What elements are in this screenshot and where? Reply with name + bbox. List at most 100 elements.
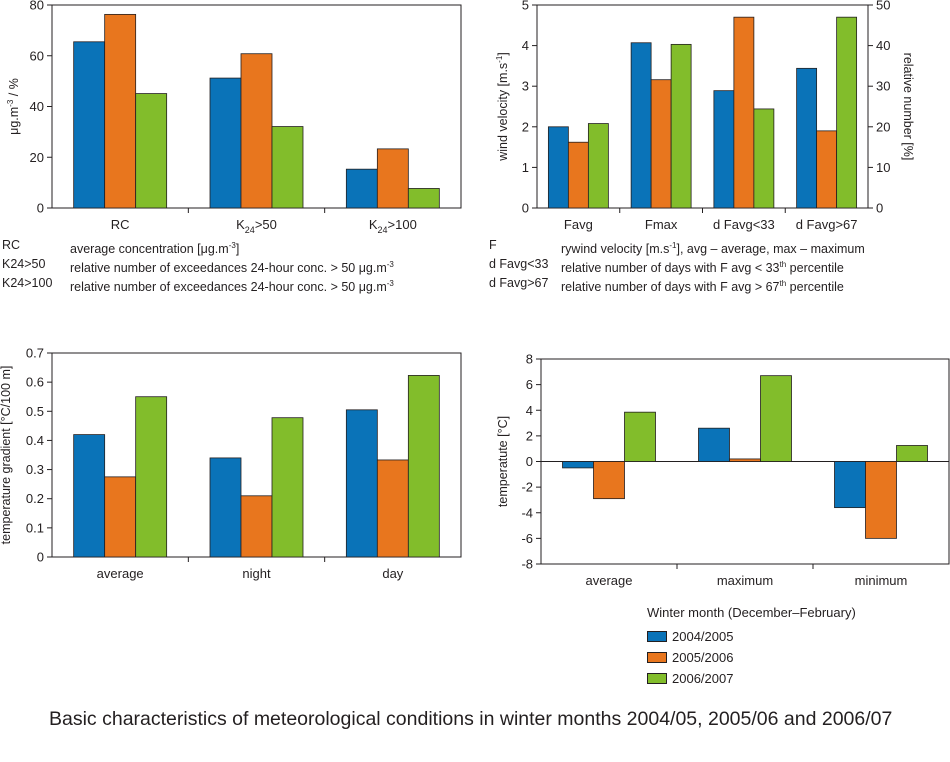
bar — [271, 417, 304, 558]
x-category-label: night — [242, 566, 271, 581]
note-text: relative number of days with F avg > 67t… — [561, 279, 844, 295]
bar — [760, 375, 792, 462]
x-category-label: average — [586, 573, 633, 588]
y2-tick-label: 40 — [876, 38, 890, 53]
y-tick-label: 0 — [526, 454, 533, 469]
bar — [376, 148, 409, 209]
bar — [407, 375, 440, 558]
y-tick-label: 6 — [526, 377, 533, 392]
note-text: relative number of exceedances 24-hour c… — [70, 279, 394, 295]
bar — [135, 93, 168, 209]
bar — [547, 126, 569, 209]
x-category-label: minimum — [855, 573, 908, 588]
bar — [753, 108, 775, 209]
bar — [729, 458, 761, 462]
note-key: F — [489, 238, 497, 252]
y2-tick-label: 0 — [876, 201, 883, 216]
note-key: RC — [2, 238, 21, 252]
chart-1: 0 20 40 60 80 RC K24>50 K24>100 μg.m-3 / % — [6, 0, 462, 235]
y2-tick-label: 20 — [876, 119, 890, 134]
bar — [624, 411, 656, 462]
y-axis-label: wind velocity [m.s-1] — [495, 52, 510, 162]
y-tick-label: 8 — [526, 352, 533, 367]
bar — [796, 67, 818, 209]
chart-2-note-2: d Favg>67 relative number of days with F … — [489, 276, 865, 295]
bar — [587, 123, 609, 209]
bar — [345, 168, 378, 209]
y-axis-label: temperatute [°C] — [496, 416, 510, 507]
bar — [104, 476, 137, 558]
x-category-label: K24>50 — [236, 217, 277, 235]
x-category-label: RC — [111, 217, 130, 232]
y-tick-label: 0 — [522, 201, 529, 216]
x-category-label: average — [97, 566, 144, 581]
note-key: K24>50 — [2, 257, 46, 272]
legend-swatch — [647, 631, 667, 642]
x-category-label: K24>100 — [369, 217, 417, 235]
legend-label: 2004/2005 — [672, 629, 734, 644]
bar — [834, 461, 866, 509]
y-tick-label: 0 — [37, 550, 44, 565]
y-tick-label: 5 — [522, 0, 529, 13]
bar — [836, 16, 858, 209]
y-tick-label: -4 — [521, 505, 533, 520]
figure-caption: Basic characteristics of meteorological … — [49, 708, 893, 730]
legend-label: 2006/2007 — [672, 671, 734, 686]
y-tick-label: 3 — [522, 79, 529, 94]
legend-swatch — [647, 673, 667, 684]
y-tick-label: 0 — [37, 201, 44, 216]
chart-1-note-0: RC average concentration [μg.m-3] — [2, 238, 394, 257]
note-text: rywind velocity [m.s-1], avg – average, … — [561, 241, 865, 257]
bar — [209, 457, 242, 558]
y-tick-label: -2 — [521, 480, 533, 495]
bar — [73, 41, 106, 209]
bar — [376, 459, 409, 558]
note-key: d Favg<33 — [489, 257, 549, 272]
chart-4: -8 -6 -4 -2 0 2 4 6 8 average maximum minimum temper… — [496, 352, 950, 588]
bar — [104, 13, 137, 209]
y2-tick-label: 50 — [876, 0, 890, 13]
y2-tick-label: 30 — [876, 79, 890, 94]
chart-1-note-2: K24>100 relative number of exceedances 24… — [2, 276, 394, 295]
y2-axis-label: relative number [%] — [901, 53, 915, 161]
y-axis-label: temperature gradient [°C/100 m] — [0, 366, 13, 545]
y-tick-label: 0.2 — [26, 491, 44, 506]
chart-1-notes: RC average concentration [μg.m-3] K24>50 re… — [2, 238, 394, 295]
bar — [407, 188, 440, 209]
x-category-label: day — [382, 566, 403, 581]
legend-title: Winter month (December–February) — [647, 605, 856, 620]
y-tick-label: 60 — [30, 48, 44, 63]
x-category-label: d Favg>67 — [796, 217, 858, 232]
legend-item-2006-2007: 2006/2007 — [647, 668, 856, 689]
note-key: K24>100 — [2, 276, 53, 291]
y-tick-label: -6 — [521, 531, 533, 546]
x-category-label: d Favg<33 — [713, 217, 775, 232]
x-category-label: maximum — [717, 573, 773, 588]
bar — [865, 461, 897, 539]
bar — [562, 461, 594, 469]
bar — [567, 141, 589, 209]
bar — [896, 445, 928, 462]
y-tick-label: -8 — [521, 557, 533, 572]
y-tick-label: 0.3 — [26, 462, 44, 477]
y-tick-label: 4 — [526, 403, 533, 418]
y-tick-label: 0.4 — [26, 433, 44, 448]
x-category-label: Fmax — [645, 217, 678, 232]
chart-3: 0 0.1 0.2 0.3 0.4 0.5 0.6 0.7 average night day tem… — [0, 346, 462, 581]
y-tick-label: 40 — [30, 99, 44, 114]
bar — [73, 434, 106, 558]
y2-tick-label: 10 — [876, 160, 890, 175]
legend-item-2004-2005: 2004/2005 — [647, 626, 856, 647]
y-tick-label: 4 — [522, 38, 529, 53]
bar — [816, 130, 838, 209]
y-tick-label: 20 — [30, 150, 44, 165]
legend-item-2005-2006: 2005/2006 — [647, 647, 856, 668]
bar — [670, 43, 692, 209]
bar — [240, 53, 273, 209]
legend-swatch — [647, 652, 667, 663]
chart-1-note-1: K24>50 relative number of exceedances 24-… — [2, 257, 394, 276]
y-tick-label: 0.7 — [26, 346, 44, 361]
